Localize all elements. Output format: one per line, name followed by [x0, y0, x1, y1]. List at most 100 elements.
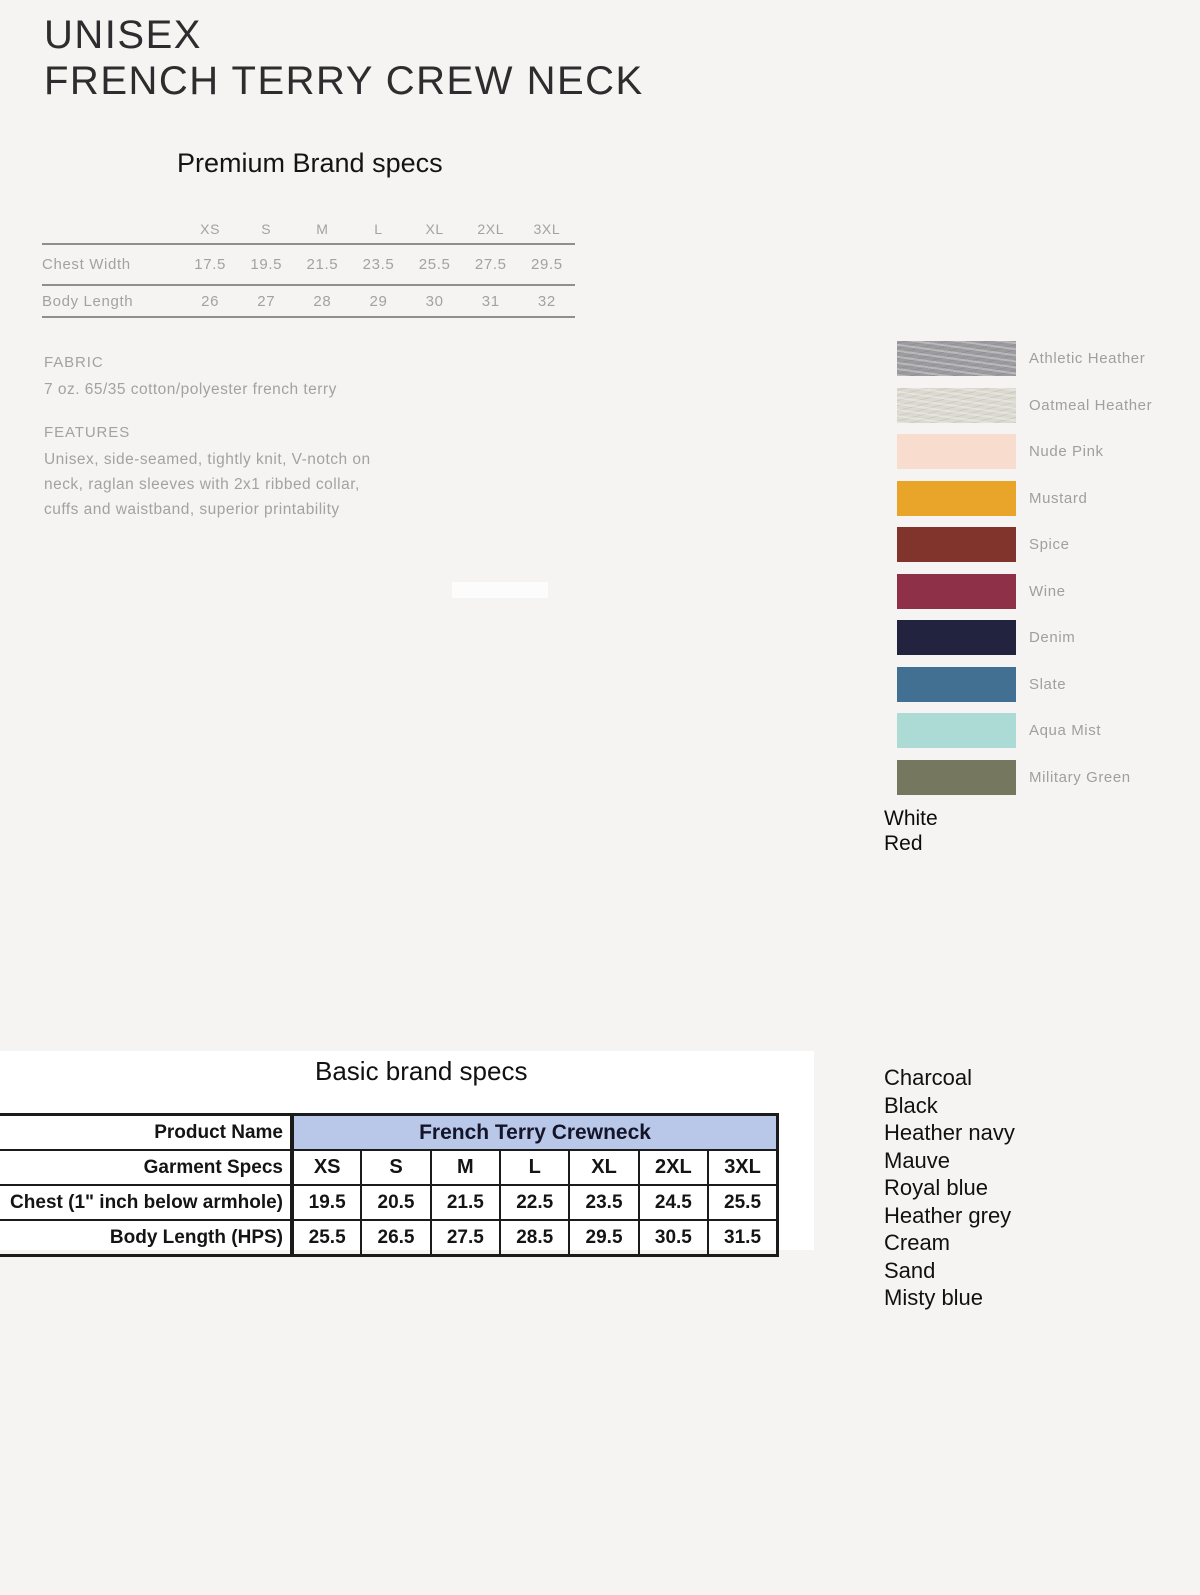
basic-color-item: Sand [884, 1257, 936, 1283]
premium-specs-heading: Premium Brand specs [177, 148, 443, 178]
swatch-row: Mustard [897, 480, 1152, 516]
basic-value-cell: 29.5 [568, 1219, 640, 1257]
basic-row-label: Garment Specs [0, 1149, 294, 1186]
basic-size-header: S [360, 1149, 432, 1186]
premium-size-header: 2XL [462, 214, 519, 245]
basic-value-cell: 27.5 [429, 1219, 502, 1257]
basic-row-label: Chest (1" inch below armhole) [0, 1184, 294, 1221]
fabric-section: FABRIC 7 oz. 65/35 cotton/polyester fren… [44, 354, 404, 402]
color-swatch-label: Wine [1029, 582, 1066, 600]
basic-value-cell: 21.5 [429, 1184, 502, 1221]
basic-value-cell: 31.5 [707, 1219, 780, 1257]
premium-body-length-row: Body Length 26 27 28 29 30 31 32 [42, 285, 575, 317]
premium-size-header: M [294, 214, 351, 245]
premium-value-cell: 31 [481, 292, 500, 310]
extra-color-item: White [884, 807, 938, 830]
color-swatch [897, 434, 1016, 469]
basic-size-header: XL [568, 1149, 640, 1186]
swatch-row: Athletic Heather [897, 341, 1152, 376]
swatch-row: Aqua Mist [897, 713, 1152, 748]
basic-value-cell: 20.5 [360, 1184, 432, 1221]
basic-size-table: Product Name French Terry Crewneck Garme… [0, 1113, 780, 1257]
swatch-row: Military Green [897, 759, 1152, 795]
premium-value-cell: 30 [425, 292, 444, 310]
premium-size-table: XS S M L XL 2XL 3XL Chest Width 17.5 19.… [42, 214, 575, 318]
color-swatch [897, 527, 1016, 562]
color-swatch [897, 341, 1016, 376]
basic-value-cell: 24.5 [637, 1184, 710, 1221]
basic-color-item: Royal blue [884, 1175, 988, 1200]
features-heading: FEATURES [44, 424, 131, 441]
swatch-row: Nude Pink [897, 434, 1152, 469]
color-swatch-label: Nude Pink [1029, 443, 1104, 460]
color-swatch [897, 759, 1016, 795]
basic-size-header: 3XL [707, 1149, 780, 1186]
basic-size-header: XS [290, 1149, 363, 1186]
basic-specs-heading: Basic brand specs [315, 1056, 528, 1086]
color-swatch-label: Aqua Mist [1029, 722, 1102, 739]
color-swatch [897, 480, 1016, 516]
basic-body-length-row: Body Length (HPS) 25.5 26.5 27.5 28.5 29… [0, 1219, 780, 1257]
premium-row-label: Chest Width [42, 256, 131, 273]
premium-value-cell: 32 [537, 292, 556, 310]
color-swatch [897, 713, 1016, 748]
premium-value-cell: 23.5 [362, 256, 395, 273]
basic-color-item: Cream [884, 1230, 951, 1255]
basic-color-item: Charcoal [884, 1065, 973, 1090]
basic-color-list: Charcoal Black Heather navy Mauve Royal … [884, 1064, 1015, 1312]
basic-size-header: L [499, 1149, 571, 1186]
basic-size-header: 2XL [637, 1149, 710, 1186]
swatch-row: Spice [897, 527, 1152, 562]
premium-empty-header-cell [42, 214, 183, 245]
premium-value-cell: 25.5 [418, 256, 451, 273]
extra-color-list: White Red [884, 806, 938, 856]
premium-value-cell: 28 [313, 292, 332, 310]
basic-value-cell: 19.5 [290, 1184, 363, 1221]
fabric-text: 7 oz. 65/35 cotton/polyester french terr… [44, 381, 337, 398]
color-swatch-label: Military Green [1029, 768, 1131, 786]
color-swatch [897, 573, 1016, 609]
features-text: Unisex, side-seamed, tightly knit, V-not… [44, 451, 371, 518]
color-swatch-label: Mustard [1029, 489, 1088, 507]
basic-color-item: Mauve [884, 1147, 951, 1173]
features-section: FEATURES Unisex, side-seamed, tightly kn… [44, 424, 374, 522]
basic-value-cell: 23.5 [568, 1184, 640, 1221]
swatch-row: Slate [897, 666, 1152, 702]
product-title-line2: FRENCH TERRY CREW NECK [44, 59, 644, 103]
swatch-row: Wine [897, 573, 1152, 609]
premium-value-cell: 26 [201, 292, 220, 310]
basic-chest-row: Chest (1" inch below armhole) 19.5 20.5 … [0, 1184, 780, 1221]
color-swatch-label: Athletic Heather [1029, 350, 1146, 367]
color-swatch-label: Spice [1029, 536, 1070, 553]
basic-size-header: M [429, 1149, 502, 1186]
premium-row-label: Body Length [42, 292, 134, 310]
premium-size-header: XS [182, 214, 239, 245]
extra-color-item: Red [884, 832, 923, 855]
swatch-row: Denim [897, 620, 1152, 655]
swatch-row: Oatmeal Heather [897, 387, 1152, 423]
premium-chest-width-row: Chest Width 17.5 19.5 21.5 23.5 25.5 27.… [42, 244, 575, 285]
product-title-line1: UNISEX [44, 13, 202, 57]
basic-garment-specs-row: Garment Specs XS S M L XL 2XL 3XL [0, 1149, 780, 1186]
basic-value-cell: 30.5 [637, 1219, 710, 1257]
basic-product-name-row: Product Name French Terry Crewneck [0, 1113, 779, 1151]
premium-size-header: S [238, 214, 295, 245]
basic-value-cell: 25.5 [707, 1184, 780, 1221]
fabric-heading: FABRIC [44, 354, 104, 371]
basic-value-cell: 26.5 [360, 1219, 432, 1257]
basic-color-item: Misty blue [884, 1285, 984, 1310]
color-swatch [897, 620, 1016, 655]
basic-color-item: Black [884, 1092, 938, 1118]
color-swatch-label: Denim [1029, 629, 1076, 646]
basic-color-item: Heather grey [884, 1202, 1012, 1228]
basic-row-label: Product Name [0, 1113, 294, 1151]
color-swatch [897, 387, 1016, 423]
premium-value-cell: 19.5 [250, 256, 283, 273]
premium-value-cell: 29.5 [531, 256, 563, 273]
color-swatch-list: Athletic Heather Oatmeal Heather Nude Pi… [897, 341, 1152, 806]
basic-value-cell: 28.5 [499, 1219, 571, 1257]
basic-value-cell: 22.5 [499, 1184, 571, 1221]
premium-size-header-row: XS S M L XL 2XL 3XL [42, 214, 575, 245]
premium-value-cell: 29 [369, 292, 388, 310]
